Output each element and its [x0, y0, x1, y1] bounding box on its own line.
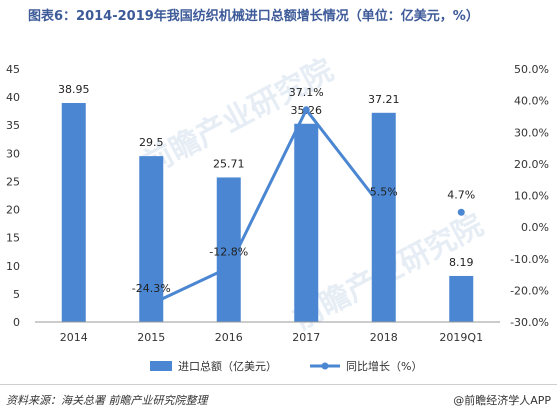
y-left-tick: 15 [6, 232, 20, 245]
growth-line [150, 106, 385, 306]
growth-label-2019Q1: 4.7% [447, 188, 475, 201]
bar-2017 [294, 123, 319, 323]
x-tick-2019Q1: 2019Q1 [439, 331, 483, 344]
bar-2015 [139, 156, 164, 322]
y-left-tick: 25 [6, 175, 20, 188]
y-right-tick: 20.0% [514, 158, 549, 171]
bar-label-2019Q1: 8.19 [449, 256, 474, 269]
y-right-tick: 0.0% [521, 221, 549, 234]
y-left-tick: 30 [6, 147, 20, 160]
y-right-tick: -10.0% [510, 253, 549, 266]
bar-label-2014: 38.95 [58, 83, 90, 96]
legend-label-line: 同比增长（%） [346, 359, 422, 373]
y-right-tick: -30.0% [510, 316, 549, 329]
legend-marker-line [321, 362, 329, 370]
y-right-tick: 50.0% [514, 63, 549, 76]
y-right-tick: -20.0% [510, 284, 549, 297]
y-right-tick: 30.0% [514, 126, 549, 139]
y-left-tick: 45 [6, 63, 20, 76]
growth-line-group: -24.3% -12.8% 37.1% 5.5% 4.7% [132, 86, 475, 308]
growth-label-2015: -24.3% [132, 282, 171, 295]
footer-divider [0, 384, 557, 385]
y-left-tick: 10 [6, 260, 20, 273]
source-note: 资料来源：海关总署 前瞻产业研究院整理 [6, 394, 208, 407]
x-tick-2016: 2016 [215, 331, 243, 344]
growth-label-2017: 37.1% [289, 86, 324, 99]
y-left-tick: 40 [6, 91, 20, 104]
x-tick-2017: 2017 [292, 331, 320, 344]
growth-point-2019Q1 [457, 208, 465, 216]
y-left-tick: 20 [6, 204, 20, 217]
chart-canvas: 前瞻产业研究院前瞻产业研究院 38.9529.525.7135.2637.218… [6, 53, 549, 373]
x-tick-2015: 2015 [137, 331, 165, 344]
bar-2018 [371, 112, 396, 322]
x-tick-2014: 2014 [60, 331, 88, 344]
growth-point-2016 [225, 264, 233, 272]
y-left-tick: 0 [13, 316, 20, 329]
legend-swatch-bar [150, 361, 172, 371]
legend: 进口总额（亿美元） 同比增长（%） [150, 359, 422, 373]
growth-point-2015 [147, 300, 155, 308]
bar-label-2016: 25.71 [213, 157, 245, 170]
brand-label: @前瞻经济学人APP [453, 394, 551, 407]
axes-group: 2014 2015 2016 2017 2018 2019Q1 0 5 10 15 20 25 30 35… [6, 63, 549, 344]
bar-2014 [61, 103, 86, 323]
y-left-tick: 5 [13, 288, 20, 301]
y-left-tick: 35 [6, 119, 20, 132]
bar-2019Q1 [449, 275, 474, 322]
legend-label-bar: 进口总额（亿美元） [178, 359, 277, 373]
growth-label-2016: -12.8% [209, 246, 248, 259]
growth-point-2017 [302, 106, 310, 114]
growth-label-2018: 5.5% [370, 186, 398, 199]
bar-label-2015: 29.5 [139, 136, 164, 149]
growth-point-2018 [380, 206, 388, 214]
y-right-tick: 10.0% [514, 190, 549, 203]
bar-label-2018: 37.21 [368, 93, 400, 106]
y-right-tick: 40.0% [514, 95, 549, 108]
x-tick-2018: 2018 [370, 331, 398, 344]
chart-title: 图表6：2014-2019年我国纺织机械进口总额增长情况（单位：亿美元，%） [28, 9, 479, 24]
